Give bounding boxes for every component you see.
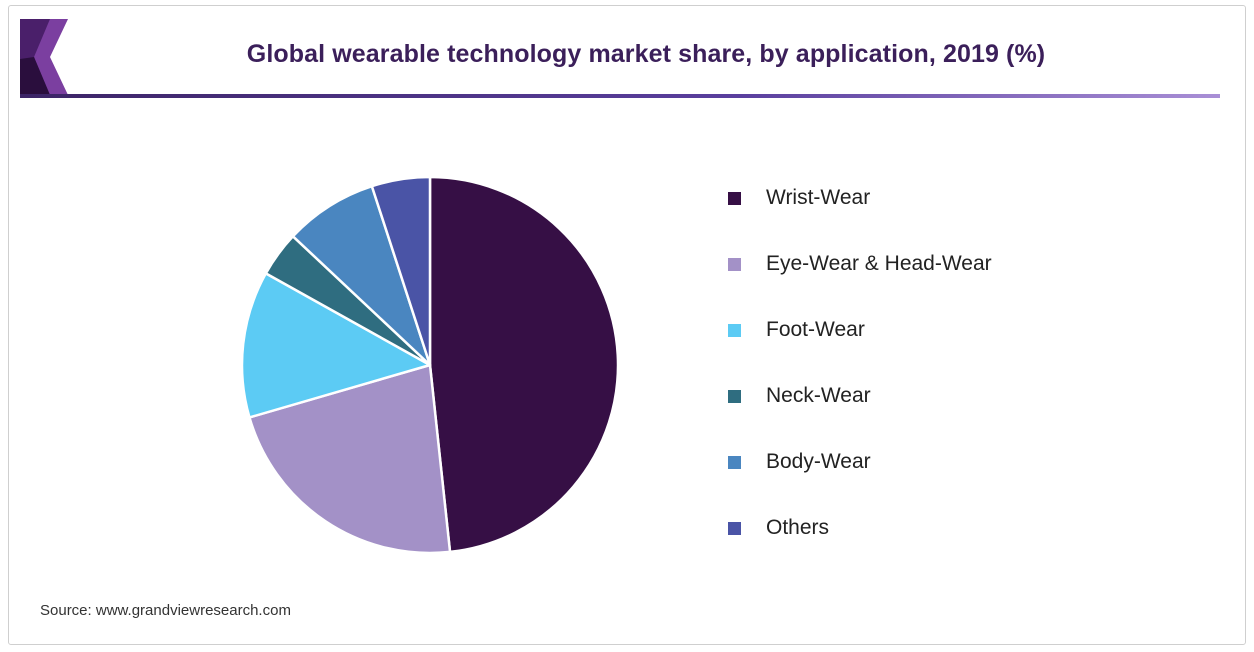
legend-item: Others bbox=[728, 513, 829, 543]
brand-logo-icon bbox=[20, 19, 68, 95]
chart-title: Global wearable technology market share,… bbox=[246, 40, 1046, 68]
legend-item: Body-Wear bbox=[728, 447, 871, 477]
legend-swatch bbox=[728, 257, 741, 271]
legend-swatch bbox=[728, 521, 741, 535]
source-note: Source: www.grandviewresearch.com bbox=[40, 602, 291, 619]
legend-swatch bbox=[728, 191, 741, 205]
legend-item: Eye-Wear & Head-Wear bbox=[728, 249, 992, 279]
legend-swatch bbox=[728, 389, 741, 403]
pie-slice-body-wear bbox=[291, 184, 432, 367]
legend-swatch bbox=[728, 323, 741, 337]
pie-chart bbox=[240, 175, 620, 555]
pie-slice-others bbox=[370, 175, 432, 367]
header-divider bbox=[20, 94, 1220, 98]
legend-label: Neck-Wear bbox=[766, 384, 871, 407]
legend-label: Body-Wear bbox=[766, 450, 871, 473]
legend-label: Wrist-Wear bbox=[766, 186, 871, 209]
legend-label: Others bbox=[766, 516, 830, 539]
legend-item: Neck-Wear bbox=[728, 381, 871, 411]
legend-item: Foot-Wear bbox=[728, 315, 865, 345]
chart-card bbox=[8, 5, 1246, 645]
legend-swatch bbox=[728, 455, 741, 469]
pie-slice-wrist-wear bbox=[428, 175, 620, 554]
pie-slice-foot-wear bbox=[240, 272, 432, 419]
legend-label: Foot-Wear bbox=[766, 318, 865, 341]
pie-slice-eye-wear-head-wear bbox=[248, 363, 452, 555]
legend-item: Wrist-Wear bbox=[728, 183, 870, 213]
legend-label: Eye-Wear & Head-Wear bbox=[766, 252, 992, 275]
